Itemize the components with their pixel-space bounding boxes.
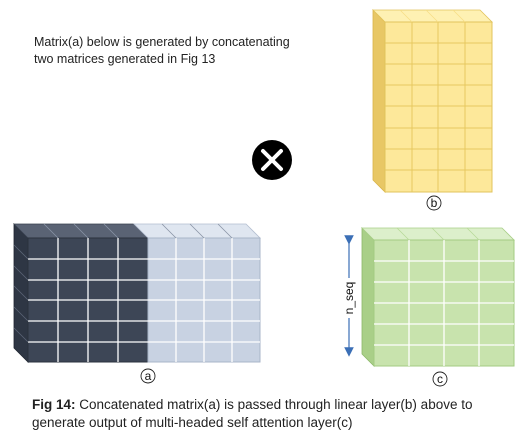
matrix-b: [372, 9, 493, 193]
caption-text-1: Concatenated matrix(a) is passed through…: [75, 397, 473, 412]
intro-text: Matrix(a) below is generated by concaten…: [34, 34, 324, 68]
caption-line-2: generate output of multi-headed self att…: [32, 415, 353, 430]
figure-caption: Fig 14: Concatenated matrix(a) is passed…: [32, 396, 512, 432]
label-b-text: b: [431, 196, 438, 210]
n-seq-label: n_seq: [342, 282, 356, 315]
label-a: a: [140, 368, 156, 384]
label-a-text: a: [145, 369, 152, 383]
caption-fig-label: Fig 14:: [32, 397, 76, 412]
multiply-operator-icon: [252, 140, 292, 180]
label-b: b: [426, 195, 442, 211]
matrix-c: [361, 227, 515, 367]
label-c-text: c: [437, 372, 443, 386]
caption-line-1: Fig 14: Concatenated matrix(a) is passed…: [32, 396, 512, 414]
matrix-a: [13, 223, 261, 363]
n-seq-arrow: n_seq: [340, 235, 358, 357]
label-c: c: [432, 371, 448, 387]
intro-line-1: Matrix(a) below is generated by concaten…: [34, 35, 290, 49]
intro-line-2: two matrices generated in Fig 13: [34, 52, 216, 66]
